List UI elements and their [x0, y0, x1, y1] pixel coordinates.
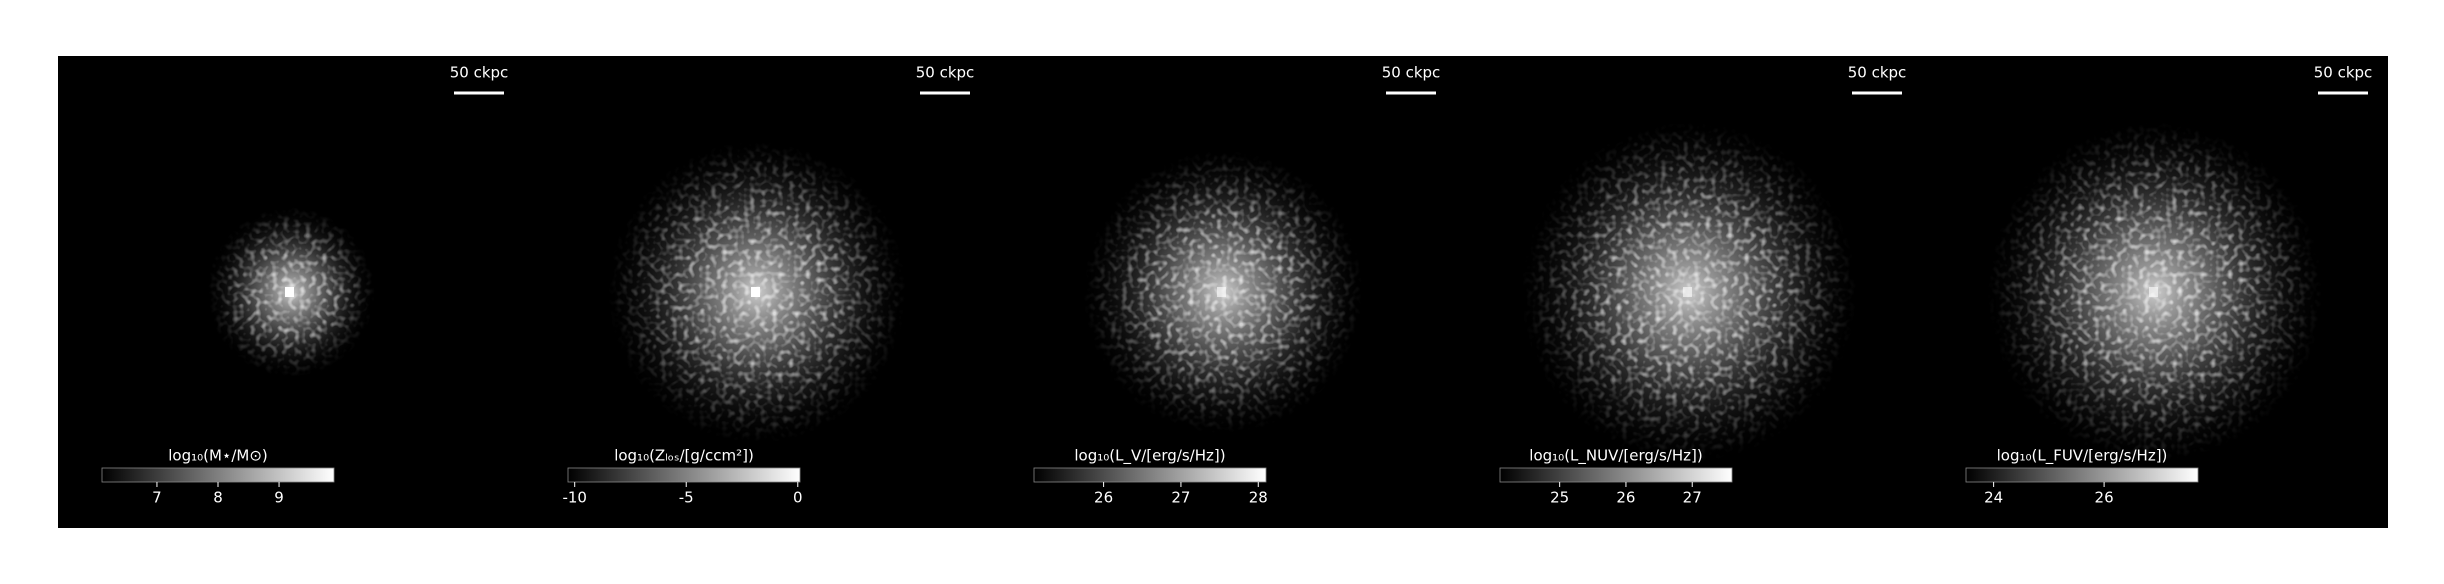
- colorbar-tick-label: 27: [1171, 489, 1190, 507]
- colorbar-label: log₁₀(Zₗₒₛ/[g/ccm²]): [614, 447, 754, 465]
- colorbar-label: log₁₀(L_FUV/[erg/s/Hz]): [1997, 447, 2168, 466]
- colorbar-tick-label: 28: [1249, 489, 1268, 507]
- colorbar-tick-label: 7: [152, 489, 162, 507]
- colorbar-label: log₁₀(M⋆/M⊙): [168, 447, 268, 465]
- colorbar-tick-label: 9: [274, 489, 284, 507]
- core: [285, 287, 294, 297]
- colorbar-tick-label: 25: [1550, 489, 1569, 507]
- scalebar-label: 50 ckpc: [450, 64, 509, 82]
- colorbar: [101, 467, 335, 483]
- colorbar-tick-label: 26: [1616, 489, 1635, 507]
- panel: 50 ckpc log₁₀(L_V/[erg/s/Hz]) 26 27 28: [990, 56, 1456, 528]
- core: [1683, 287, 1692, 297]
- panel: 50 ckpc log₁₀(L_FUV/[erg/s/Hz]) 24 26: [1922, 56, 2388, 528]
- panel: 50 ckpc log₁₀(Zₗₒₛ/[g/ccm²]) -10 -5 0: [524, 56, 990, 528]
- core: [2149, 287, 2158, 297]
- core: [751, 287, 760, 297]
- colorbar-tick-label: 27: [1683, 489, 1702, 507]
- colorbar: [1965, 467, 2199, 483]
- scalebar-label: 50 ckpc: [2314, 64, 2373, 82]
- colorbar: [1033, 467, 1267, 483]
- panel: 50 ckpc log₁₀(L_NUV/[erg/s/Hz]) 25 26 27: [1456, 56, 1922, 528]
- colorbar-tick-label: 0: [793, 489, 803, 507]
- colorbar: [1499, 467, 1733, 483]
- panel: 50 ckpc log₁₀(M⋆/M⊙) 7 8 9: [58, 56, 524, 528]
- colorbar-tick-label: 8: [213, 489, 223, 507]
- colorbar-tick-label: -5: [679, 489, 694, 507]
- colorbar-label: log₁₀(L_V/[erg/s/Hz]): [1074, 447, 1225, 466]
- colorbar-tick-label: -10: [562, 489, 587, 507]
- colorbar-tick-label: 24: [1984, 489, 2003, 507]
- colorbar-tick-label: 26: [1094, 489, 1113, 507]
- scalebar-label: 50 ckpc: [916, 64, 975, 82]
- core: [1217, 287, 1226, 297]
- colorbar: [567, 467, 801, 483]
- colorbar-label: log₁₀(L_NUV/[erg/s/Hz]): [1529, 447, 1702, 466]
- colorbar-tick-label: 26: [2095, 489, 2114, 507]
- scalebar-label: 50 ckpc: [1848, 64, 1907, 82]
- scalebar-label: 50 ckpc: [1382, 64, 1441, 82]
